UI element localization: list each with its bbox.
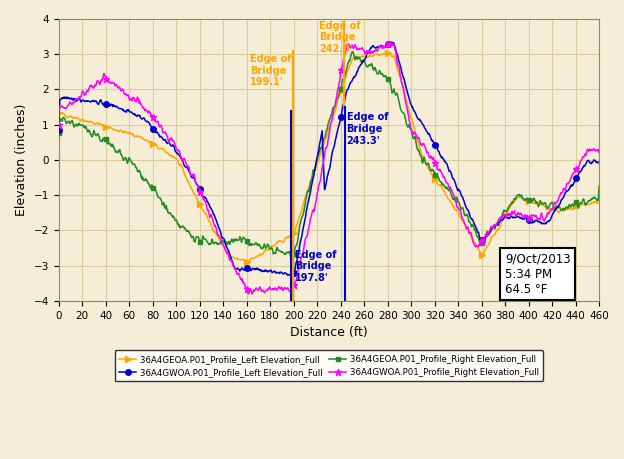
36A4GWOA.P01_Profile_Right Elevation_Full bbox=[246, 288, 253, 293]
36A4GEOA.P01_Profile_Left Elevation_Full bbox=[55, 129, 62, 135]
Line: 36A4GEOA.P01_Profile_Right Elevation_Full: 36A4GEOA.P01_Profile_Right Elevation_Ful… bbox=[56, 49, 602, 261]
36A4GEOA.P01_Profile_Right Elevation_Full bbox=[288, 255, 295, 261]
Line: 36A4GWOA.P01_Profile_Right Elevation_Full: 36A4GWOA.P01_Profile_Right Elevation_Ful… bbox=[55, 39, 603, 297]
36A4GEOA.P01_Profile_Right Elevation_Full bbox=[448, 192, 456, 197]
36A4GWOA.P01_Profile_Right Elevation_Full bbox=[248, 291, 256, 297]
36A4GEOA.P01_Profile_Right Elevation_Full bbox=[246, 242, 253, 247]
36A4GWOA.P01_Profile_Right Elevation_Full bbox=[421, 144, 429, 149]
36A4GEOA.P01_Profile_Left Elevation_Full bbox=[421, 158, 429, 164]
36A4GEOA.P01_Profile_Right Elevation_Full bbox=[55, 130, 62, 136]
36A4GWOA.P01_Profile_Right Elevation_Full bbox=[262, 288, 270, 294]
36A4GEOA.P01_Profile_Left Elevation_Full bbox=[246, 257, 254, 263]
X-axis label: Distance (ft): Distance (ft) bbox=[290, 326, 368, 339]
36A4GWOA.P01_Profile_Left Elevation_Full bbox=[246, 266, 253, 271]
Legend: 36A4GEOA.P01_Profile_Left Elevation_Full, 36A4GWOA.P01_Profile_Left Elevation_Fu: 36A4GEOA.P01_Profile_Left Elevation_Full… bbox=[115, 350, 543, 381]
36A4GEOA.P01_Profile_Left Elevation_Full bbox=[595, 183, 603, 189]
Text: Edge of
Bridge
199.1': Edge of Bridge 199.1' bbox=[250, 54, 291, 88]
36A4GEOA.P01_Profile_Right Elevation_Full bbox=[301, 202, 309, 207]
36A4GWOA.P01_Profile_Left Elevation_Full bbox=[261, 267, 269, 273]
36A4GWOA.P01_Profile_Right Elevation_Full bbox=[384, 39, 391, 45]
36A4GWOA.P01_Profile_Left Elevation_Full bbox=[448, 172, 456, 177]
36A4GWOA.P01_Profile_Left Elevation_Full bbox=[421, 126, 429, 131]
36A4GWOA.P01_Profile_Right Elevation_Full bbox=[55, 122, 62, 128]
36A4GEOA.P01_Profile_Left Elevation_Full bbox=[386, 50, 393, 55]
36A4GWOA.P01_Profile_Left Elevation_Full bbox=[595, 159, 603, 165]
36A4GWOA.P01_Profile_Right Elevation_Full bbox=[448, 187, 456, 192]
36A4GEOA.P01_Profile_Right Elevation_Full bbox=[595, 184, 603, 189]
Text: Edge of
Bridge
243.3': Edge of Bridge 243.3' bbox=[346, 112, 388, 146]
36A4GEOA.P01_Profile_Right Elevation_Full bbox=[261, 244, 269, 249]
36A4GWOA.P01_Profile_Left Elevation_Full bbox=[388, 39, 395, 45]
Y-axis label: Elevation (inches): Elevation (inches) bbox=[15, 104, 28, 216]
36A4GWOA.P01_Profile_Right Elevation_Full bbox=[301, 237, 309, 243]
36A4GEOA.P01_Profile_Left Elevation_Full bbox=[146, 139, 154, 144]
Text: 9/Oct/2013
5:34 PM
64.5 °F: 9/Oct/2013 5:34 PM 64.5 °F bbox=[505, 253, 571, 296]
36A4GEOA.P01_Profile_Left Elevation_Full bbox=[448, 200, 456, 205]
36A4GWOA.P01_Profile_Right Elevation_Full bbox=[146, 110, 154, 115]
36A4GWOA.P01_Profile_Left Elevation_Full bbox=[55, 128, 62, 133]
36A4GEOA.P01_Profile_Right Elevation_Full bbox=[146, 183, 154, 189]
Line: 36A4GEOA.P01_Profile_Left Elevation_Full: 36A4GEOA.P01_Profile_Left Elevation_Full bbox=[56, 50, 602, 264]
36A4GEOA.P01_Profile_Left Elevation_Full bbox=[243, 259, 251, 264]
Line: 36A4GWOA.P01_Profile_Left Elevation_Full: 36A4GWOA.P01_Profile_Left Elevation_Full bbox=[56, 39, 602, 278]
36A4GEOA.P01_Profile_Right Elevation_Full bbox=[349, 49, 356, 54]
36A4GEOA.P01_Profile_Left Elevation_Full bbox=[262, 247, 270, 252]
36A4GWOA.P01_Profile_Right Elevation_Full bbox=[595, 150, 603, 156]
36A4GEOA.P01_Profile_Left Elevation_Full bbox=[301, 195, 309, 200]
36A4GWOA.P01_Profile_Left Elevation_Full bbox=[301, 217, 309, 223]
36A4GWOA.P01_Profile_Left Elevation_Full bbox=[146, 121, 154, 127]
36A4GWOA.P01_Profile_Left Elevation_Full bbox=[288, 273, 295, 278]
36A4GEOA.P01_Profile_Right Elevation_Full bbox=[421, 158, 429, 164]
Text: Edge of
Bridge
197.8': Edge of Bridge 197.8' bbox=[295, 250, 336, 283]
Text: Edge of
Bridge
242.8': Edge of Bridge 242.8' bbox=[319, 21, 361, 54]
